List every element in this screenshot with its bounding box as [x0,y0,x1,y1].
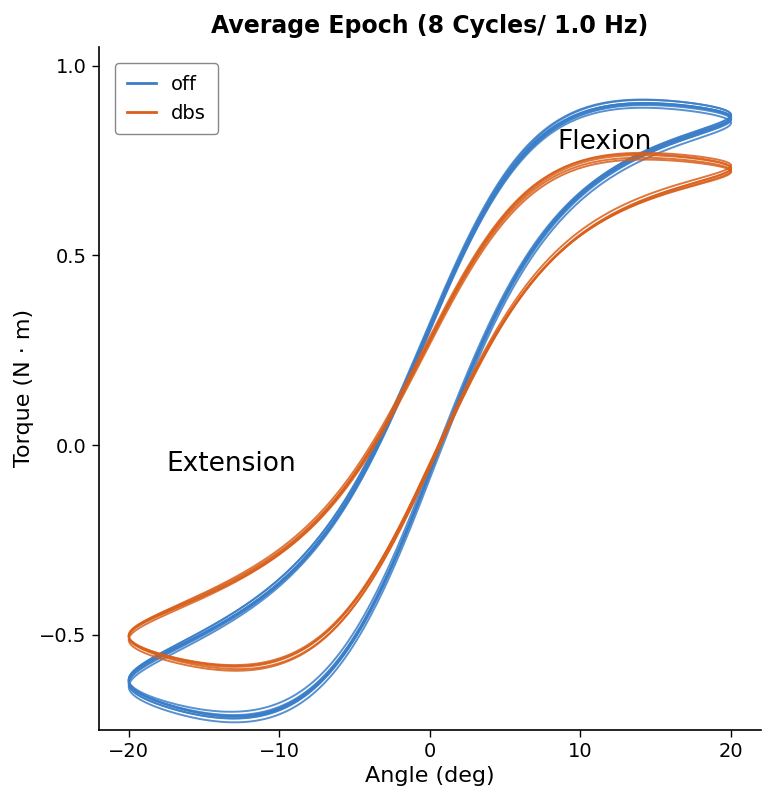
X-axis label: Angle (deg): Angle (deg) [365,766,494,786]
Title: Average Epoch (8 Cycles/ 1.0 Hz): Average Epoch (8 Cycles/ 1.0 Hz) [212,14,649,38]
Legend: off, dbs: off, dbs [115,63,218,134]
Y-axis label: Torque (N · m): Torque (N · m) [14,310,34,467]
Text: Extension: Extension [167,451,296,477]
Text: Flexion: Flexion [558,129,653,154]
